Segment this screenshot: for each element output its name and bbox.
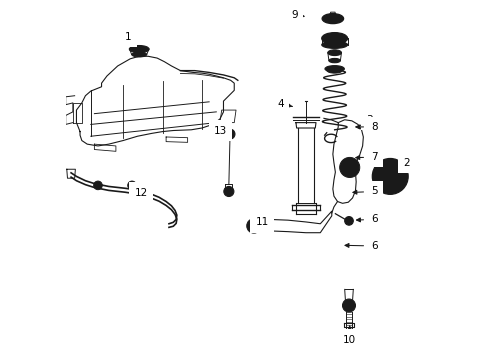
Circle shape <box>344 217 353 225</box>
Ellipse shape <box>329 58 341 63</box>
Circle shape <box>343 299 355 312</box>
Text: 10: 10 <box>343 326 356 345</box>
Polygon shape <box>344 289 353 300</box>
Ellipse shape <box>129 45 149 53</box>
Polygon shape <box>328 53 342 60</box>
Text: 11: 11 <box>256 217 269 227</box>
Polygon shape <box>333 120 364 203</box>
Ellipse shape <box>331 69 339 72</box>
Circle shape <box>128 181 136 190</box>
Text: 13: 13 <box>214 126 227 135</box>
Text: 9: 9 <box>291 10 304 20</box>
Polygon shape <box>344 323 354 327</box>
Ellipse shape <box>327 68 342 73</box>
Text: 4: 4 <box>277 99 292 109</box>
Polygon shape <box>73 103 82 123</box>
Ellipse shape <box>322 33 347 44</box>
Polygon shape <box>76 56 234 146</box>
Ellipse shape <box>325 66 344 72</box>
Ellipse shape <box>328 36 341 41</box>
Polygon shape <box>330 12 336 15</box>
Circle shape <box>344 162 355 173</box>
Polygon shape <box>298 128 314 203</box>
Text: 1: 1 <box>125 32 135 49</box>
Text: 6: 6 <box>357 215 378 224</box>
Ellipse shape <box>322 14 343 24</box>
Circle shape <box>372 158 408 194</box>
Text: 3: 3 <box>361 115 373 126</box>
Text: 6: 6 <box>345 241 378 251</box>
Polygon shape <box>296 123 316 128</box>
Ellipse shape <box>327 14 339 20</box>
Circle shape <box>377 182 381 186</box>
Text: 7: 7 <box>356 152 378 162</box>
Polygon shape <box>67 169 75 178</box>
Circle shape <box>377 166 381 171</box>
Text: 5: 5 <box>353 186 378 197</box>
Circle shape <box>378 164 402 189</box>
Polygon shape <box>225 184 232 189</box>
Circle shape <box>384 170 397 183</box>
Circle shape <box>250 222 258 229</box>
Circle shape <box>392 161 396 166</box>
Ellipse shape <box>322 41 347 48</box>
Circle shape <box>224 186 234 197</box>
Text: 2: 2 <box>396 158 410 169</box>
Circle shape <box>247 219 261 233</box>
Ellipse shape <box>328 50 342 55</box>
Circle shape <box>225 129 235 139</box>
Polygon shape <box>346 312 352 330</box>
Polygon shape <box>95 144 116 151</box>
Polygon shape <box>166 137 188 142</box>
Polygon shape <box>220 110 236 123</box>
Ellipse shape <box>331 59 338 62</box>
Circle shape <box>340 157 360 177</box>
Polygon shape <box>296 203 316 214</box>
Text: 12: 12 <box>134 188 147 198</box>
Circle shape <box>402 174 406 179</box>
Ellipse shape <box>325 35 344 42</box>
Polygon shape <box>254 211 332 233</box>
Text: 8: 8 <box>356 122 378 132</box>
Ellipse shape <box>132 52 147 57</box>
Circle shape <box>392 187 396 192</box>
Circle shape <box>94 181 102 190</box>
